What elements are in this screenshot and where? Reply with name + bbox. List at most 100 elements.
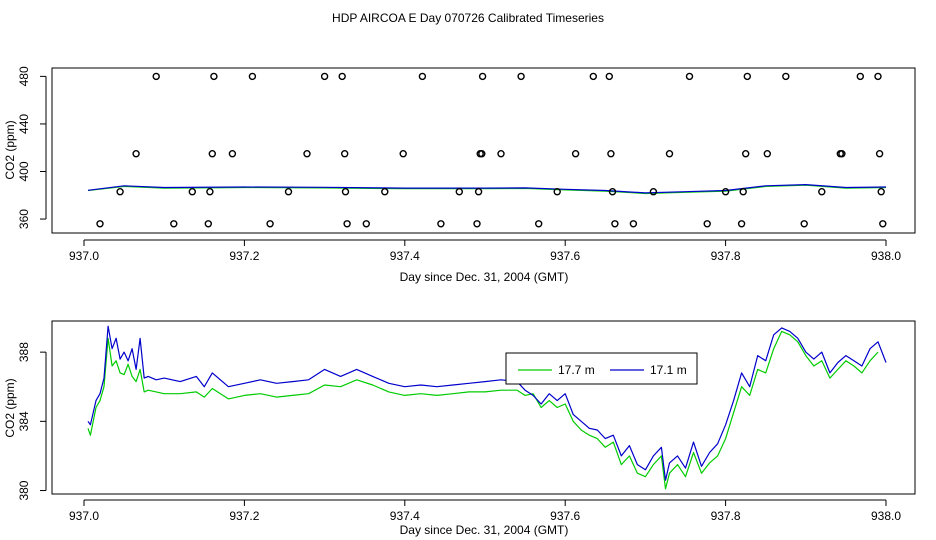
scatter-point [649,187,658,196]
top-x-tick-label: 937.0 [69,249,99,263]
bottom-x-tick-label: 937.6 [550,509,580,523]
scatter-point [266,220,274,228]
scatter-point [553,187,561,196]
top-x-tick-label: 937.4 [390,249,420,263]
legend-box [505,352,698,385]
top-y-tick-label: 440 [17,114,31,134]
panel-top-chart: 937.0 937.2 937.4 937.6 937.8 938.0 360 400 440 4… [3,66,916,284]
panel-top-ylabel: CO2 (ppm) [3,120,17,179]
scatter-point [320,72,329,81]
scatter-point [517,72,525,81]
bottom-x-tick-label: 938.0 [871,509,901,523]
scatter-point [204,220,213,228]
bottom-series-line-17-1-m [87,325,887,481]
legend: 17.7 m 17.1 m [505,352,698,385]
panel-top-xlabel: Day since Dec. 31, 2004 (GMT) [400,270,569,284]
bottom-y-tick-label: 388 [17,342,31,362]
scatter-point [877,187,885,196]
scatter-point [739,187,747,196]
scatter-point [188,187,197,196]
scatter-point [608,187,617,196]
scatter-point [228,149,237,158]
legend-label-17-7m: 17.7 m [558,363,595,377]
scatter-point [611,220,619,228]
bottom-x-tick-label: 937.4 [390,509,420,523]
legend-label-17-1m: 17.1 m [650,363,687,377]
scatter-point [478,149,486,158]
scatter-point [703,220,711,228]
bottom-x-tick-label: 937.0 [69,509,99,523]
scatter-point [303,149,311,158]
scatter-point [721,187,730,196]
scatter-point [478,72,487,81]
scatter-point [737,220,746,228]
scatter-point [607,149,615,158]
bottom-x-tick-label: 937.2 [229,509,259,523]
scatter-point [206,187,214,196]
bottom-y-tick-label: 380 [17,480,31,500]
scatter-point [208,149,217,158]
scatter-point [473,220,481,228]
panel-top-frame [51,67,916,234]
scatter-point [116,187,124,196]
scatter-point [96,220,104,228]
scatter-point [437,220,445,228]
panel-bottom-axes: 937.0 937.2 937.4 937.6 937.8 938.0 380 384 388 [17,342,901,523]
panel-bottom-frame [51,320,916,495]
scatter-point [605,72,613,81]
top-x-tick-label: 937.8 [711,249,741,263]
top-x-tick-label: 937.2 [229,249,259,263]
panel-top-points [96,72,887,228]
scatter-point [800,220,808,228]
scatter-point [497,149,505,158]
scatter-point [838,149,846,158]
bottom-y-tick-label: 384 [17,411,31,431]
bottom-series-line-17-7-m [87,330,879,490]
top-y-tick-label: 360 [17,209,31,229]
scatter-point [535,220,543,228]
scatter-point [856,72,864,81]
scatter-point [248,72,257,81]
figure-title: HDP AIRCOA E Day 070726 Calibrated Times… [332,11,604,25]
top-y-tick-label: 480 [17,66,31,86]
scatter-point [665,149,674,158]
scatter-point [418,72,427,81]
scatter-point [399,149,407,158]
scatter-point [875,149,884,158]
panel-top-series [87,184,887,195]
scatter-point [210,72,218,81]
scatter-point [343,220,351,228]
top-series-line-17-1-m [87,184,887,194]
scatter-point [284,187,293,196]
scatter-point [589,72,597,81]
scatter-point [874,72,882,81]
top-x-tick-label: 938.0 [871,249,901,263]
scatter-point [879,220,887,228]
bottom-x-tick-label: 937.8 [711,509,741,523]
panel-bottom-chart: 937.0 937.2 937.4 937.6 937.8 938.0380384388 … [3,320,916,537]
scatter-point [763,149,771,158]
panel-bottom-series [87,325,887,490]
scatter-point [818,187,826,196]
scatter-point [571,149,580,158]
scatter-point [152,72,160,81]
scatter-point [381,187,389,196]
scatter-point [170,220,178,228]
scatter-point [341,149,349,158]
top-x-tick-label: 937.6 [550,249,580,263]
panel-bottom-ylabel: CO2 (ppm) [3,378,17,437]
scatter-point [629,220,638,228]
panel-bottom-xlabel: Day since Dec. 31, 2004 (GMT) [400,523,569,537]
scatter-point [455,187,463,196]
scatter-point [132,149,140,158]
scatter-point [341,187,350,196]
panel-top-axes: 937.0 937.2 937.4 937.6 937.8 938.0 360 400 440 4… [17,66,901,263]
top-y-tick-label: 400 [17,161,31,181]
scatter-point [782,72,790,81]
scatter-point [338,72,346,81]
scatter-point [362,220,370,228]
scatter-point [685,72,694,81]
scatter-point [742,149,750,158]
scatter-point [743,72,751,81]
